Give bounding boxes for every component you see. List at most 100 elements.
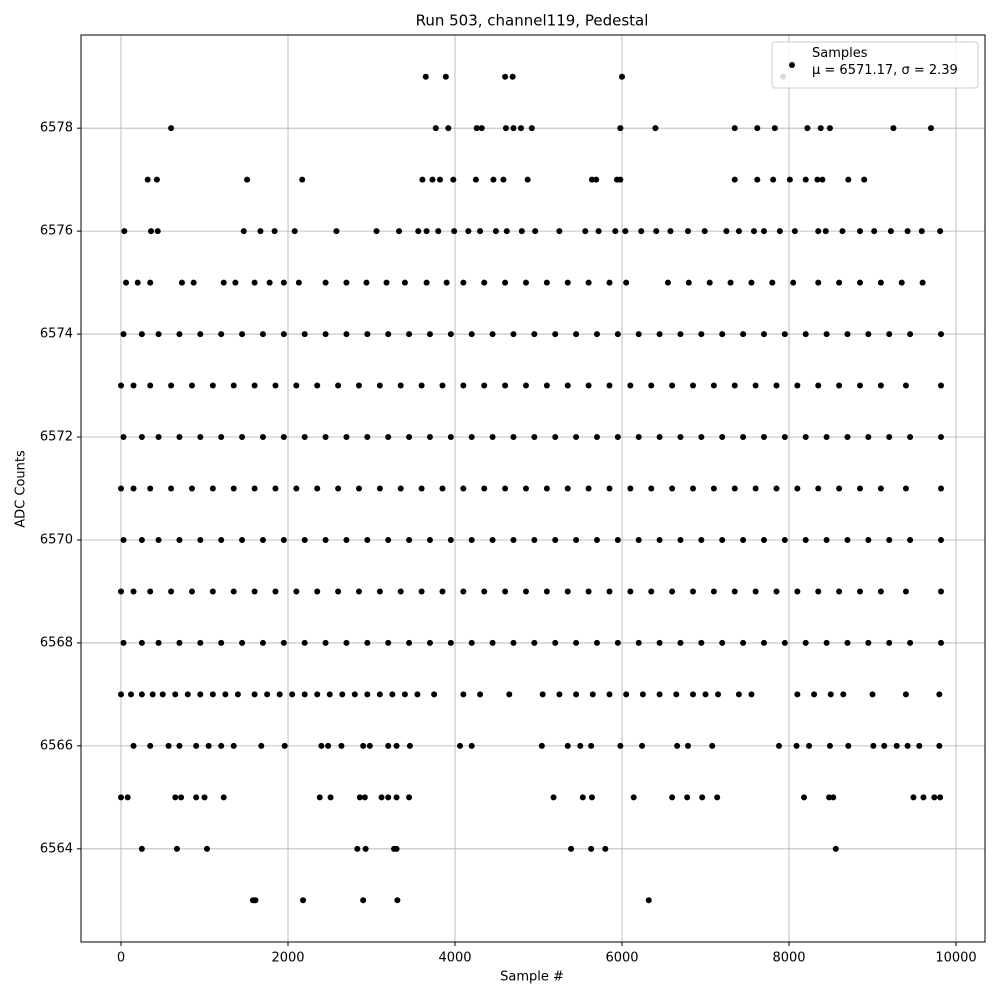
data-point: [719, 639, 726, 646]
data-point: [602, 845, 609, 852]
data-point: [731, 588, 738, 595]
y-tick-label: 6566: [40, 738, 73, 753]
data-point: [573, 639, 580, 646]
data-point: [588, 176, 595, 183]
data-point: [197, 639, 204, 646]
data-point: [937, 639, 944, 646]
data-point: [823, 536, 830, 543]
data-point: [426, 434, 433, 441]
data-point: [429, 176, 436, 183]
data-point: [418, 382, 425, 389]
data-point: [920, 794, 927, 801]
data-point: [830, 794, 837, 801]
data-point: [121, 228, 128, 235]
data-point: [904, 228, 911, 235]
data-point: [385, 331, 392, 338]
data-point: [478, 125, 485, 132]
data-point: [823, 331, 830, 338]
data-point: [845, 742, 852, 749]
data-point: [280, 279, 287, 286]
data-point: [201, 794, 208, 801]
data-point: [447, 639, 454, 646]
data-point: [656, 434, 663, 441]
data-point: [638, 228, 645, 235]
data-point: [322, 434, 329, 441]
data-point: [500, 176, 507, 183]
data-point: [239, 536, 246, 543]
data-point: [445, 125, 452, 132]
data-point: [477, 691, 484, 698]
data-point: [617, 176, 624, 183]
data-point: [517, 125, 524, 132]
data-point: [333, 228, 340, 235]
data-point: [802, 434, 809, 441]
data-point: [251, 485, 258, 492]
data-point: [648, 382, 655, 389]
data-point: [804, 125, 811, 132]
data-point: [532, 228, 539, 235]
data-point: [506, 691, 513, 698]
data-point: [689, 588, 696, 595]
data-point: [839, 228, 846, 235]
data-point: [836, 279, 843, 286]
data-point: [423, 279, 430, 286]
data-point: [239, 331, 246, 338]
data-point: [937, 434, 944, 441]
data-point: [291, 228, 298, 235]
x-tick-label: 4000: [438, 951, 471, 966]
data-point: [531, 536, 538, 543]
data-point: [740, 536, 747, 543]
data-point: [904, 742, 911, 749]
data-point: [577, 742, 584, 749]
data-point: [272, 382, 279, 389]
data-point: [653, 228, 660, 235]
data-point: [176, 331, 183, 338]
legend-label-holder: Samples μ = 6571.17, σ = 2.39: [812, 46, 958, 78]
data-point: [902, 691, 909, 698]
data-point: [886, 434, 893, 441]
data-point: [393, 742, 400, 749]
data-point: [684, 228, 691, 235]
data-point: [489, 639, 496, 646]
data-point: [477, 228, 484, 235]
data-point: [822, 228, 829, 235]
data-point: [814, 176, 821, 183]
data-point: [230, 382, 237, 389]
x-tick-label: 10000: [935, 951, 976, 966]
data-point: [815, 228, 822, 235]
data-point: [168, 588, 175, 595]
data-point: [794, 382, 801, 389]
data-point: [339, 691, 346, 698]
data-point: [612, 228, 619, 235]
data-point: [887, 228, 894, 235]
data-point: [205, 742, 212, 749]
data-point: [176, 639, 183, 646]
data-point: [552, 434, 559, 441]
data-point: [588, 794, 595, 801]
data-point: [418, 485, 425, 492]
data-point: [510, 125, 517, 132]
data-point: [674, 742, 681, 749]
data-point: [865, 536, 872, 543]
data-point: [886, 639, 893, 646]
data-point: [239, 639, 246, 646]
data-point: [432, 125, 439, 132]
data-point: [836, 588, 843, 595]
data-point: [573, 331, 580, 338]
data-point: [856, 382, 863, 389]
data-point: [589, 691, 596, 698]
data-point: [447, 536, 454, 543]
data-point: [184, 691, 191, 698]
data-point: [144, 176, 151, 183]
data-point: [856, 485, 863, 492]
data-point: [460, 691, 467, 698]
data-point: [314, 485, 321, 492]
data-point: [176, 536, 183, 543]
data-point: [791, 228, 798, 235]
data-point: [656, 331, 663, 338]
data-point: [376, 485, 383, 492]
data-point: [826, 125, 833, 132]
data-point: [360, 742, 367, 749]
data-point: [881, 742, 888, 749]
data-point: [155, 639, 162, 646]
